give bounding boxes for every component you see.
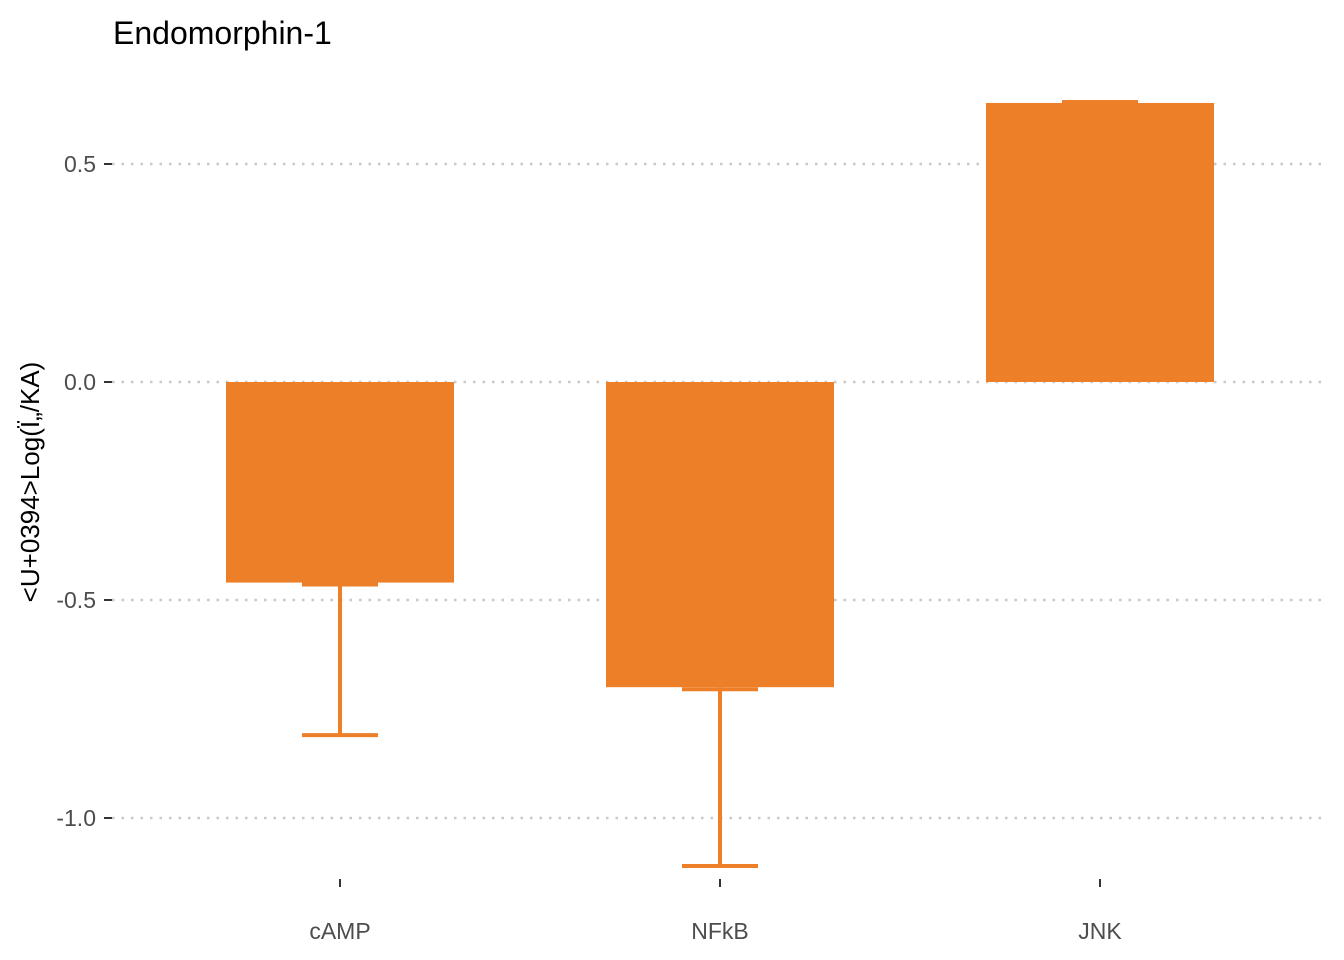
y-tick-label: 0.0 [64,369,96,395]
y-tick-label: -1.0 [56,805,96,831]
y-axis-label: <U+0394>Log(Ï„/KA) [15,362,45,603]
y-tick-label: -0.5 [56,587,96,613]
y-tick-label: 0.5 [64,151,96,177]
bar-nfkb [606,382,834,688]
bar-camp [226,382,454,583]
x-tick-label-jnk: JNK [1078,918,1122,944]
chart-title: Endomorphin-1 [113,15,332,51]
bars [226,99,1214,868]
x-tick-label-nfkb: NFkB [691,918,749,944]
x-tick-label-camp: cAMP [309,918,370,944]
bar-jnk [986,102,1214,383]
y-axis: 0.5 0.0 -0.5 -1.0 [56,151,112,831]
x-axis: cAMP NFkB JNK [309,879,1122,944]
